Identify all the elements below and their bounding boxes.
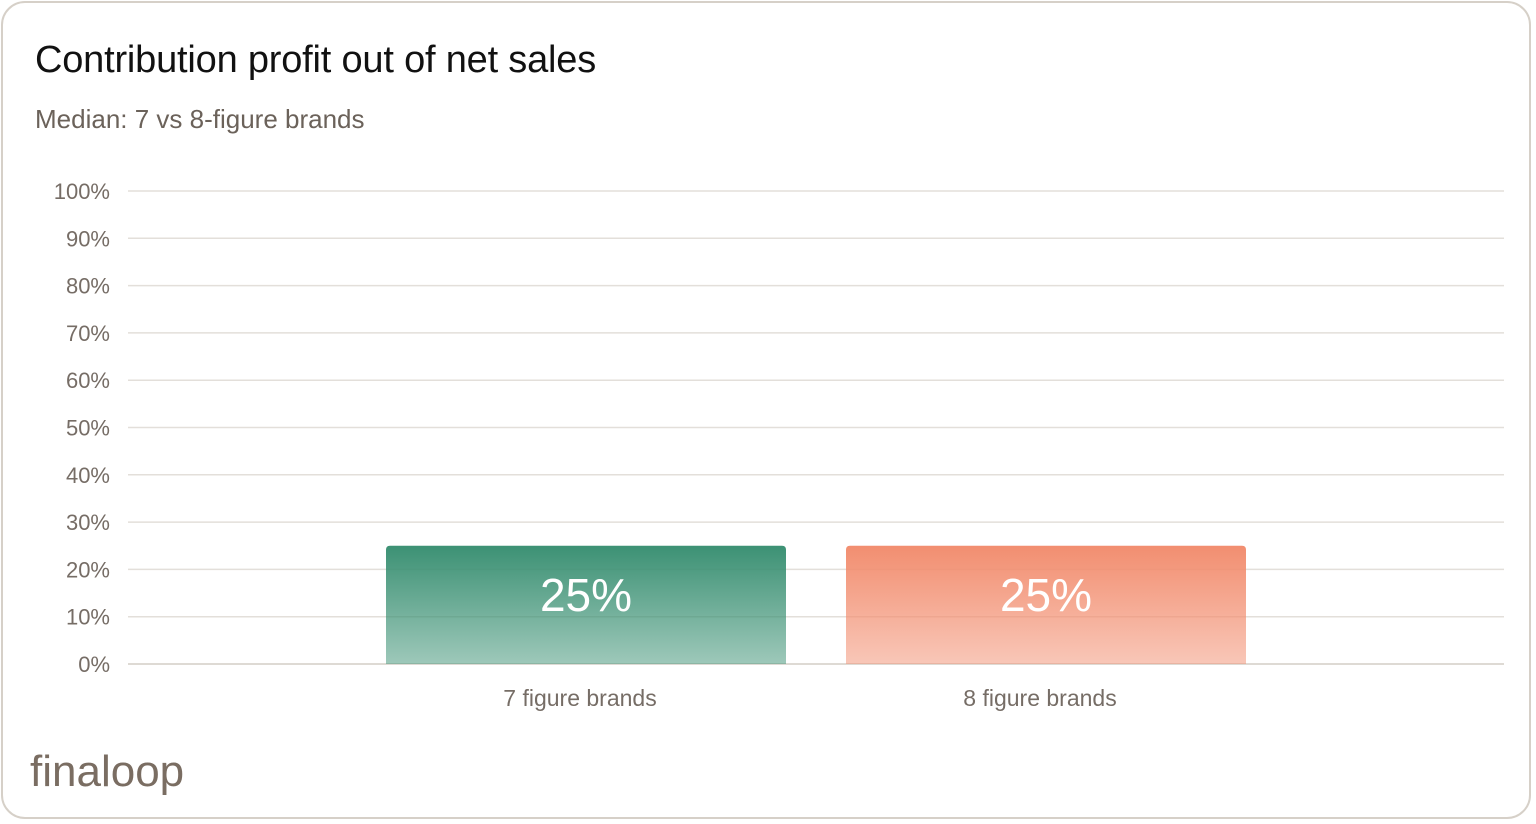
finaloop-logo: finaloop xyxy=(30,747,184,796)
y-tick-label: 90% xyxy=(66,226,110,251)
bar-2 xyxy=(846,545,1246,664)
bar-value-label: 25% xyxy=(1000,569,1092,621)
y-tick-label: 60% xyxy=(66,368,110,393)
y-tick-label: 50% xyxy=(66,416,110,441)
y-tick-label: 40% xyxy=(66,463,110,488)
y-tick-label: 0% xyxy=(78,652,110,677)
x-category-label: 7 figure brands xyxy=(503,685,656,711)
chart-subtitle: Median: 7 vs 8-figure brands xyxy=(35,104,365,134)
y-tick-label: 70% xyxy=(66,321,110,346)
y-tick-label: 10% xyxy=(66,605,110,630)
y-tick-label: 30% xyxy=(66,510,110,535)
y-tick-label: 20% xyxy=(66,557,110,582)
y-tick-label: 100% xyxy=(54,179,110,204)
logo-wordmark: finaloop xyxy=(30,747,184,796)
bar-1 xyxy=(386,545,786,664)
chart-title: Contribution profit out of net sales xyxy=(35,39,597,81)
bar-value-label: 25% xyxy=(540,569,632,621)
y-tick-label: 80% xyxy=(66,274,110,299)
x-category-label: 8 figure brands xyxy=(963,685,1116,711)
